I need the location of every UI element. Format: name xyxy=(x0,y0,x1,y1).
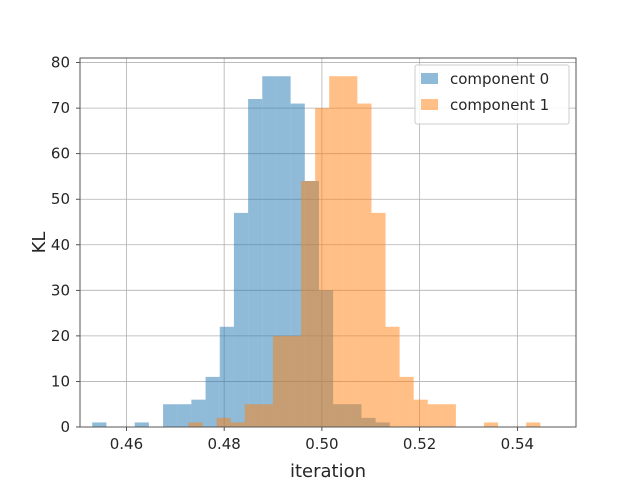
plot-area-frame xyxy=(79,57,577,428)
histogram-bar-series-1 xyxy=(399,376,414,427)
histogram-bar-series-1 xyxy=(272,335,288,427)
histogram-bar-series-1 xyxy=(315,108,330,427)
y-tick-label: 10 xyxy=(51,372,70,390)
y-tick-label: 40 xyxy=(51,236,70,254)
histogram-bar-series-1 xyxy=(244,404,259,427)
y-tick-label: 70 xyxy=(51,99,70,117)
x-tick-label: 0.52 xyxy=(403,435,436,453)
histogram-bar-series-1 xyxy=(526,422,541,427)
histogram-bar-series-0 xyxy=(177,404,192,427)
histogram-bar-series-1 xyxy=(371,212,386,427)
y-tick-label: 50 xyxy=(51,190,70,208)
histogram-bar-series-1 xyxy=(301,181,316,427)
histogram-bar-series-1 xyxy=(216,417,231,427)
histogram-bar-series-0 xyxy=(205,376,220,427)
histogram-bar-series-1 xyxy=(441,404,456,427)
histogram-bar-series-0 xyxy=(262,76,277,427)
histogram-bar-series-1 xyxy=(427,404,442,427)
axis-ticks: 0.46 0.48 0.50 0.52 0.54 0 10 20 30 40 50 60 70 80 xyxy=(51,54,534,453)
x-axis-label: iteration xyxy=(290,461,366,480)
histogram-bar-series-1 xyxy=(329,76,344,427)
histogram-bar-series-0 xyxy=(134,422,149,427)
histogram-bar-series-1 xyxy=(484,422,499,427)
histogram-bar-series-1 xyxy=(188,422,203,427)
histogram-bar-series-1 xyxy=(287,335,302,427)
legend: component 0 component 1 xyxy=(414,64,570,125)
y-tick-label: 0 xyxy=(60,418,70,436)
legend-swatch-component-1 xyxy=(421,99,438,110)
x-tick-label: 0.46 xyxy=(110,435,143,453)
histogram-bar-series-1 xyxy=(343,76,358,427)
y-tick-label: 20 xyxy=(51,327,70,345)
histogram-bars xyxy=(92,76,541,428)
histogram-bar-series-0 xyxy=(163,404,178,427)
x-tick-label: 0.50 xyxy=(305,435,338,453)
histogram-bar-series-1 xyxy=(357,103,372,428)
histogram-bar-series-1 xyxy=(385,326,400,427)
histogram-bar-series-0 xyxy=(92,422,107,427)
legend-label-component-0: component 0 xyxy=(450,70,549,88)
histogram-bar-series-0 xyxy=(233,212,249,427)
histogram-bar-series-1 xyxy=(413,399,428,427)
legend-box xyxy=(414,64,570,125)
y-tick-label: 80 xyxy=(51,54,70,72)
legend-swatch-component-0 xyxy=(421,73,438,84)
y-tick-label: 30 xyxy=(51,281,70,299)
x-tick-label: 0.48 xyxy=(207,435,240,453)
x-tick-label: 0.54 xyxy=(501,435,534,453)
histogram-bar-series-0 xyxy=(248,99,263,427)
histogram-bar-series-0 xyxy=(191,399,206,427)
legend-label-component-1: component 1 xyxy=(450,96,549,114)
histogram-bar-series-1 xyxy=(230,422,245,427)
histogram-bar-series-0 xyxy=(219,326,234,427)
y-axis-label: KL xyxy=(29,232,50,254)
y-tick-label: 60 xyxy=(51,145,70,163)
histogram-bar-series-1 xyxy=(258,404,273,427)
